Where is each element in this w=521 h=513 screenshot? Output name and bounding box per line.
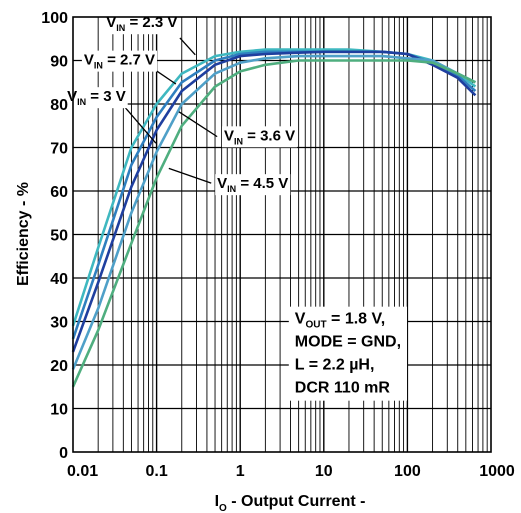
series-line-5 [71, 59, 476, 388]
conditions-line: MODE = GND, [295, 334, 401, 351]
annotation-group: VIN = 2.3 V VIN = 2.7 V VIN = 3 V VIN = 3.6… [65, 13, 298, 196]
y-tick-label: 70 [50, 141, 68, 158]
series-group [71, 48, 477, 388]
y-tick-label: 80 [50, 97, 68, 114]
x-axis-title-main: I [215, 493, 219, 510]
x-tick-labels: 0.01 0.1 1 10 100 1000 [67, 463, 515, 480]
annotation-vin-3-6: VIN = 3.6 V [178, 111, 298, 148]
annotation-vin-4-5: VIN = 4.5 V [168, 167, 291, 196]
series-line-4 [71, 54, 476, 370]
y-tick-label: 100 [41, 10, 68, 27]
y-tick-labels: 0 10 20 30 40 50 60 70 80 90 100 [41, 10, 68, 462]
annotation-bg [104, 13, 180, 35]
y-tick-label: 90 [50, 54, 68, 71]
annotation-vin-3: VIN = 3 V [65, 87, 157, 144]
annotation-leader [124, 107, 157, 144]
y-tick-label: 20 [50, 358, 68, 375]
conditions-line: L = 2.2 µH, [295, 357, 375, 374]
y-tick-label: 30 [50, 315, 68, 332]
x-tick-label: 0.1 [145, 463, 167, 480]
annotation-leader [178, 111, 218, 138]
conditions-bg [288, 306, 408, 401]
x-axis-title-sub: O [219, 503, 227, 513]
x-axis-title: IO - Output Current - [215, 493, 366, 513]
annotation-vin-2-7: VIN = 2.7 V [81, 50, 177, 85]
x-tick-label: 0.01 [67, 463, 98, 480]
x-tick-label: 100 [394, 463, 421, 480]
conditions-box: VOUT = 1.8 V, MODE = GND, L = 2.2 µH, DCR 1… [288, 306, 408, 401]
conditions-line: VOUT = 1.8 V, [295, 311, 385, 331]
annotation-leader [179, 37, 196, 56]
y-axis-title: Efficiency - % [15, 182, 32, 286]
annotation-label: VIN = 3.6 V [224, 127, 295, 146]
annotation-label: VIN = 4.5 V [217, 175, 288, 194]
annotation-label: VIN = 2.7 V [84, 52, 155, 71]
x-axis-title-rest: - Output Current - [227, 493, 366, 510]
annotation-bg [65, 87, 128, 109]
x-tick-label: 1 [236, 463, 245, 480]
annotation-bg [215, 174, 291, 196]
annotation-bg [81, 50, 158, 72]
y-tick-label: 50 [50, 228, 68, 245]
y-tick-label: 10 [50, 402, 68, 419]
annotation-leader [168, 167, 212, 184]
x-tick-label: 10 [315, 463, 333, 480]
annotation-vin-2-3: VIN = 2.3 V [104, 13, 196, 56]
annotation-leader [156, 70, 177, 85]
conditions-line: DCR 110 mR [295, 380, 391, 397]
x-tick-label: 1000 [479, 463, 515, 480]
y-tick-label: 60 [50, 184, 68, 201]
annotation-bg [221, 126, 298, 148]
annotation-label: VIN = 3 V [67, 88, 126, 107]
plot-frame [72, 16, 492, 453]
y-tick-label: 0 [59, 445, 68, 462]
y-tick-label: 40 [50, 271, 68, 288]
annotation-label: VIN = 2.3 V [106, 14, 177, 33]
